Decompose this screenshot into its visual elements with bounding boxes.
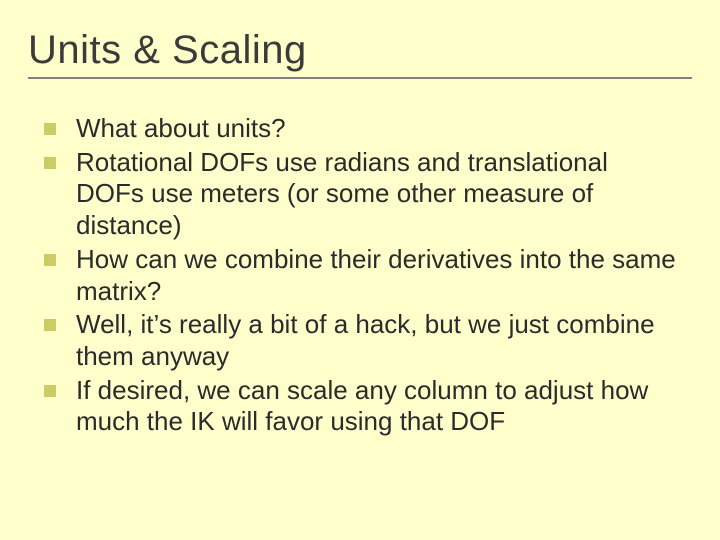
body-region: What about units? Rotational DOFs use ra…	[0, 85, 720, 438]
list-item: How can we combine their derivatives int…	[40, 244, 680, 307]
slide-title: Units & Scaling	[28, 28, 692, 73]
bullet-list: What about units? Rotational DOFs use ra…	[40, 113, 680, 438]
square-bullet-icon	[44, 157, 56, 169]
list-item: Rotational DOFs use radians and translat…	[40, 147, 680, 242]
slide: Units & Scaling What about units? Rotati…	[0, 0, 720, 540]
bullet-text: Rotational DOFs use radians and translat…	[76, 147, 608, 240]
title-region: Units & Scaling	[0, 0, 720, 85]
square-bullet-icon	[44, 319, 56, 331]
list-item: If desired, we can scale any column to a…	[40, 375, 680, 438]
list-item: Well, it’s really a bit of a hack, but w…	[40, 309, 680, 372]
square-bullet-icon	[44, 254, 56, 266]
square-bullet-icon	[44, 123, 56, 135]
bullet-text: If desired, we can scale any column to a…	[76, 375, 648, 437]
bullet-text: How can we combine their derivatives int…	[76, 244, 676, 306]
square-bullet-icon	[44, 385, 56, 397]
bullet-text: What about units?	[76, 113, 286, 143]
bullet-text: Well, it’s really a bit of a hack, but w…	[76, 309, 655, 371]
title-underline	[28, 77, 692, 79]
list-item: What about units?	[40, 113, 680, 145]
